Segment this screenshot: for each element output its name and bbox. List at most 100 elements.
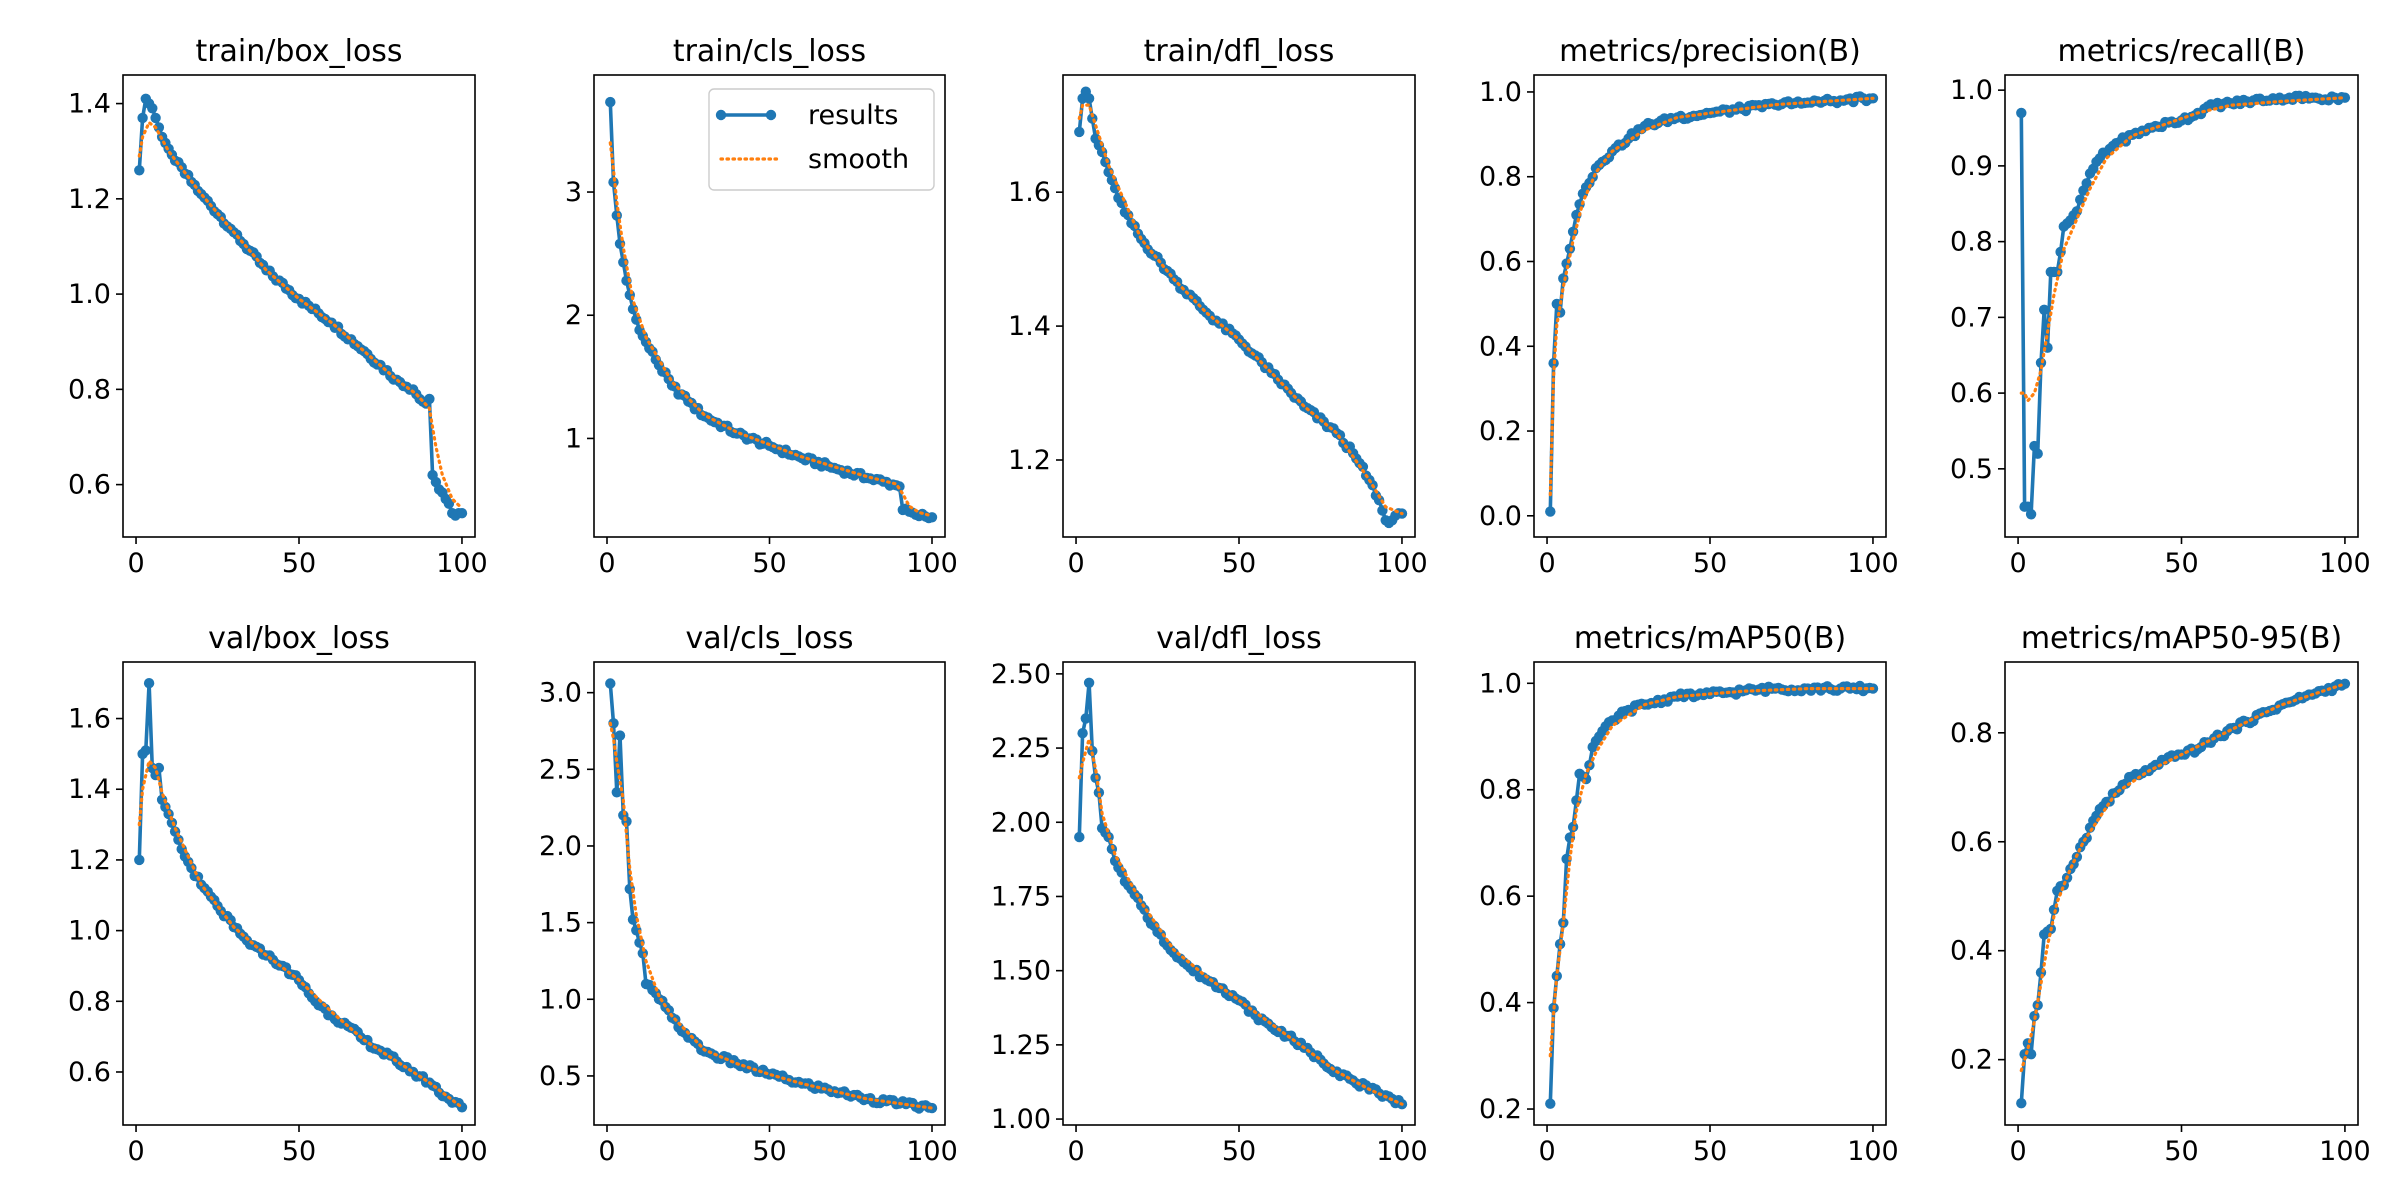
x-tick-label: 0 xyxy=(2009,1136,2026,1167)
x-tick-label: 100 xyxy=(436,1136,488,1167)
x-tick-label: 0 xyxy=(127,1136,144,1167)
y-tick-label: 0.6 xyxy=(1479,881,1522,912)
y-tick-label: 1.75 xyxy=(991,881,1051,912)
results-point xyxy=(1545,1098,1556,1109)
panel-title: train/box_loss xyxy=(195,34,402,69)
results-point xyxy=(627,303,639,315)
results-point xyxy=(137,112,148,124)
smooth-line xyxy=(137,120,464,510)
panel-title: metrics/mAP50-95(B) xyxy=(2021,621,2342,656)
results-point xyxy=(147,103,158,114)
results-point xyxy=(2032,448,2043,459)
smooth-line xyxy=(1077,738,1404,1106)
x-tick-label: 50 xyxy=(1693,1136,1727,1167)
x-tick-label: 100 xyxy=(436,548,488,579)
x-tick-label: 0 xyxy=(598,548,615,579)
y-tick-label: 2.5 xyxy=(539,754,582,785)
panel-title: metrics/precision(B) xyxy=(1559,34,1861,69)
results-point xyxy=(2339,678,2351,689)
y-tick-label: 2.00 xyxy=(991,807,1051,838)
panel-title: val/box_loss xyxy=(208,621,390,656)
results-point xyxy=(2016,1098,2027,1109)
y-tick-label: 1.00 xyxy=(991,1104,1051,1135)
y-tick-label: 1.4 xyxy=(68,89,111,120)
smooth-line xyxy=(137,757,464,1109)
results-point xyxy=(2016,107,2027,119)
results-point xyxy=(2339,92,2351,103)
x-tick-label: 50 xyxy=(2164,1136,2198,1167)
x-tick-label: 0 xyxy=(598,1136,615,1167)
x-tick-label: 100 xyxy=(1847,1136,1899,1167)
results-point xyxy=(1571,209,1582,221)
x-tick-label: 50 xyxy=(1222,1136,1256,1167)
y-tick-label: 0.6 xyxy=(1950,827,1993,858)
results-point xyxy=(150,112,161,124)
results-point xyxy=(618,257,629,268)
results-point xyxy=(424,393,435,405)
results-point xyxy=(143,678,155,689)
results-point xyxy=(1357,461,1369,472)
y-tick-label: 1.6 xyxy=(68,704,111,735)
y-tick-label: 1 xyxy=(565,423,582,454)
results-point xyxy=(1554,938,1566,950)
y-tick-label: 0.8 xyxy=(68,986,111,1017)
x-tick-label: 100 xyxy=(906,1136,958,1167)
x-tick-label: 0 xyxy=(1538,1136,1555,1167)
x-tick-label: 0 xyxy=(1067,1136,1084,1167)
x-tick-label: 50 xyxy=(282,1136,316,1167)
y-tick-label: 1.0 xyxy=(1479,668,1522,699)
x-tick-label: 100 xyxy=(1376,1136,1428,1167)
y-tick-label: 2.25 xyxy=(991,733,1051,764)
y-tick-label: 0.4 xyxy=(1950,936,1993,967)
y-tick-label: 0.2 xyxy=(1479,416,1522,447)
panel-title: metrics/recall(B) xyxy=(2057,34,2305,69)
results-point xyxy=(1083,677,1095,688)
y-tick-label: 1.2 xyxy=(1008,445,1051,476)
panel-title: val/cls_loss xyxy=(686,621,854,656)
panel-title: train/dfl_loss xyxy=(1144,34,1335,69)
results-point xyxy=(611,210,622,221)
results-point xyxy=(627,914,639,925)
y-tick-label: 1.50 xyxy=(991,956,1051,987)
legend-smooth-label: smooth xyxy=(808,144,909,175)
y-tick-label: 0.0 xyxy=(1479,501,1522,532)
y-tick-label: 0.9 xyxy=(1950,151,1993,182)
y-tick-label: 2.50 xyxy=(991,659,1051,690)
results-markers xyxy=(2016,678,2351,1109)
results-point xyxy=(1074,831,1085,843)
x-tick-label: 100 xyxy=(2319,1136,2371,1167)
panel-train-box-loss: train/box_loss 0 50 100 0.6 0.8 1.0 1.2 1.4 xyxy=(68,34,488,579)
y-tick-label: 0.6 xyxy=(1950,378,1993,409)
panel-metrics-map50-b: metrics/mAP50(B) 0 50 100 0.2 0.4 0.6 0.8 1.0 xyxy=(1479,621,1899,1167)
results-point xyxy=(1567,226,1579,237)
y-tick-label: 1.0 xyxy=(539,984,582,1015)
panel-metrics-precision-b: metrics/precision(B) 0 50 100 0.0 0.2 0.4 0.6 0.… xyxy=(1479,34,1899,579)
y-tick-label: 0.8 xyxy=(68,374,111,405)
results-point xyxy=(1093,787,1105,798)
y-tick-label: 1.5 xyxy=(539,908,582,939)
x-tick-label: 100 xyxy=(1376,548,1428,579)
legend-results-label: results xyxy=(808,100,898,131)
y-tick-label: 0.4 xyxy=(1479,331,1522,362)
results-point xyxy=(1074,126,1085,138)
results-point xyxy=(611,787,622,798)
results-point xyxy=(2075,194,2086,205)
panel-metrics-map50-95-b: metrics/mAP50-95(B) 0 50 100 0.2 0.4 0.6 0.8 xyxy=(1950,621,2371,1167)
y-tick-label: 0.5 xyxy=(1950,454,1993,485)
x-tick-label: 0 xyxy=(1538,548,1555,579)
panel-title: val/dfl_loss xyxy=(1156,621,1321,656)
results-point xyxy=(1077,728,1088,739)
x-tick-label: 50 xyxy=(1222,548,1256,579)
results-point xyxy=(186,862,197,874)
x-tick-label: 100 xyxy=(1847,548,1899,579)
results-point xyxy=(456,508,468,519)
results-point xyxy=(2081,178,2092,189)
y-tick-label: 1.2 xyxy=(68,845,111,876)
y-tick-label: 0.8 xyxy=(1950,227,1993,258)
results-point xyxy=(1083,93,1095,104)
legend: results smooth xyxy=(708,88,935,191)
smooth-line xyxy=(1548,96,1875,497)
results-point xyxy=(2071,206,2083,217)
smooth-line xyxy=(1077,103,1404,516)
y-tick-label: 1.25 xyxy=(991,1030,1051,1061)
